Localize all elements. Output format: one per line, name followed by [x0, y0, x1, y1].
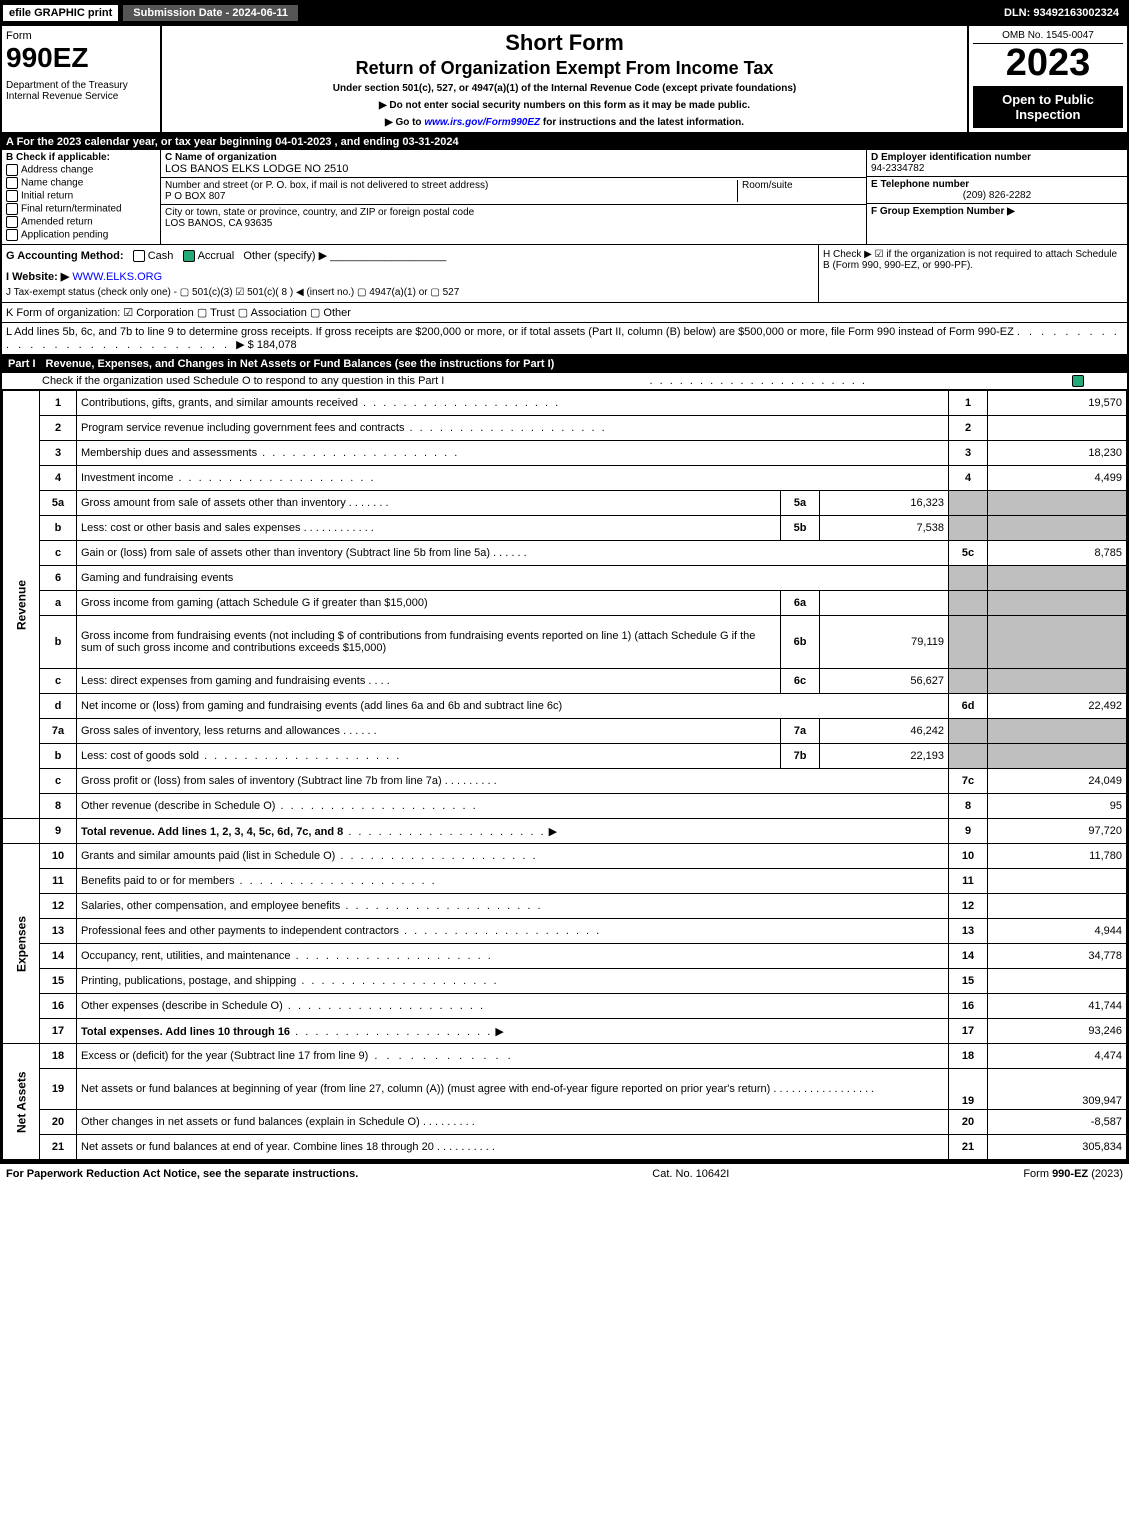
footer-right: Form 990-EZ (2023)	[1023, 1168, 1123, 1180]
ck-pending[interactable]: Application pending	[6, 229, 156, 241]
form-word: Form	[6, 30, 156, 42]
col-b: B Check if applicable: Address change Na…	[2, 150, 161, 244]
i-website: I Website: ▶ WWW.ELKS.ORG	[6, 270, 814, 283]
page-footer: For Paperwork Reduction Act Notice, see …	[0, 1162, 1129, 1184]
line-2: 2Program service revenue including gover…	[3, 416, 1127, 441]
line-5a: 5aGross amount from sale of assets other…	[3, 491, 1127, 516]
c-city: City or town, state or province, country…	[161, 205, 866, 231]
line-7a: 7aGross sales of inventory, less returns…	[3, 719, 1127, 744]
tax-year: 2023	[973, 44, 1123, 82]
line-1: Revenue 1Contributions, gifts, grants, a…	[3, 391, 1127, 416]
dept-treasury: Department of the Treasury Internal Reve…	[6, 80, 156, 102]
ck-name[interactable]: Name change	[6, 177, 156, 189]
c-name: C Name of organization LOS BANOS ELKS LO…	[161, 150, 866, 178]
net-assets-label: Net Assets	[3, 1044, 40, 1160]
form-header: Form 990EZ Department of the Treasury In…	[2, 26, 1127, 134]
j-tax-exempt: J Tax-exempt status (check only one) - ▢…	[6, 287, 814, 298]
ein-value: 94-2334782	[871, 163, 924, 174]
room-suite: Room/suite	[737, 180, 862, 202]
line-6d: dNet income or (loss) from gaming and fu…	[3, 694, 1127, 719]
lines-table: Revenue 1Contributions, gifts, grants, a…	[2, 390, 1127, 1160]
tel-value: (209) 826-2282	[871, 190, 1123, 201]
line-15: 15Printing, publications, postage, and s…	[3, 969, 1127, 994]
form-990ez: Form 990EZ Department of the Treasury In…	[0, 26, 1129, 1162]
row-gh: G Accounting Method: Cash Accrual Other …	[2, 245, 1127, 303]
top-bar: efile GRAPHIC print Submission Date - 20…	[0, 0, 1129, 26]
block-b-to-f: B Check if applicable: Address change Na…	[2, 150, 1127, 245]
under-section: Under section 501(c), 527, or 4947(a)(1)…	[170, 83, 959, 94]
line-7b: bLess: cost of goods sold7b22,193	[3, 744, 1127, 769]
org-name: LOS BANOS ELKS LODGE NO 2510	[165, 163, 348, 175]
part-1-label: Part I	[8, 358, 36, 370]
submission-date: Submission Date - 2024-06-11	[123, 5, 298, 21]
line-17: 17Total expenses. Add lines 10 through 1…	[3, 1019, 1127, 1044]
line-20: 20Other changes in net assets or fund ba…	[3, 1110, 1127, 1135]
line-11: 11Benefits paid to or for members11	[3, 869, 1127, 894]
line-13: 13Professional fees and other payments t…	[3, 919, 1127, 944]
line-5b: bLess: cost or other basis and sales exp…	[3, 516, 1127, 541]
line-8: 8Other revenue (describe in Schedule O)8…	[3, 794, 1127, 819]
line-21: 21Net assets or fund balances at end of …	[3, 1135, 1127, 1160]
footer-mid: Cat. No. 10642I	[652, 1168, 729, 1180]
col-c: C Name of organization LOS BANOS ELKS LO…	[161, 150, 866, 244]
dln: DLN: 93492163002324	[996, 5, 1127, 21]
goto-note: ▶ Go to www.irs.gov/Form990EZ for instru…	[170, 117, 959, 128]
row-a: A For the 2023 calendar year, or tax yea…	[2, 134, 1127, 150]
ck-final[interactable]: Final return/terminated	[6, 203, 156, 215]
row-l: L Add lines 5b, 6c, and 7b to line 9 to …	[2, 323, 1127, 355]
part-1-bar: Part I Revenue, Expenses, and Changes in…	[2, 355, 1127, 373]
l-amount: ▶ $ 184,078	[236, 339, 296, 351]
line-4: 4Investment income44,499	[3, 466, 1127, 491]
header-left: Form 990EZ Department of the Treasury In…	[2, 26, 162, 132]
line-6: 6Gaming and fundraising events	[3, 566, 1127, 591]
g-accounting: G Accounting Method: Cash Accrual Other …	[2, 245, 818, 302]
line-6b: bGross income from fundraising events (n…	[3, 616, 1127, 669]
footer-left: For Paperwork Reduction Act Notice, see …	[6, 1168, 358, 1180]
c-street: Number and street (or P. O. box, if mail…	[161, 178, 866, 205]
part-1-check: Check if the organization used Schedule …	[2, 373, 1127, 390]
h-schedule-b: H Check ▶ ☑ if the organization is not r…	[818, 245, 1127, 302]
website-link[interactable]: WWW.ELKS.ORG	[72, 271, 162, 283]
line-10: Expenses 10Grants and similar amounts pa…	[3, 844, 1127, 869]
ck-initial[interactable]: Initial return	[6, 190, 156, 202]
expenses-label: Expenses	[3, 844, 40, 1044]
schedule-o-checkbox[interactable]	[1072, 375, 1084, 387]
ssn-note: ▶ Do not enter social security numbers o…	[170, 100, 959, 111]
line-16: 16Other expenses (describe in Schedule O…	[3, 994, 1127, 1019]
line-18: Net Assets 18Excess or (deficit) for the…	[3, 1044, 1127, 1069]
line-6c: cLess: direct expenses from gaming and f…	[3, 669, 1127, 694]
b-label: B Check if applicable:	[6, 152, 156, 163]
line-3: 3Membership dues and assessments318,230	[3, 441, 1127, 466]
efile-print-button[interactable]: efile GRAPHIC print	[2, 4, 119, 22]
revenue-label: Revenue	[3, 391, 40, 819]
header-right: OMB No. 1545-0047 2023 Open to Public In…	[967, 26, 1127, 132]
org-street: P O BOX 807	[165, 191, 225, 202]
part-1-title: Revenue, Expenses, and Changes in Net As…	[46, 358, 555, 370]
e-tel: E Telephone number (209) 826-2282	[867, 177, 1127, 204]
open-inspection: Open to Public Inspection	[973, 86, 1123, 128]
line-14: 14Occupancy, rent, utilities, and mainte…	[3, 944, 1127, 969]
org-city: LOS BANOS, CA 93635	[165, 218, 272, 229]
line-19: 19Net assets or fund balances at beginni…	[3, 1069, 1127, 1110]
line-7c: cGross profit or (loss) from sales of in…	[3, 769, 1127, 794]
form-title: Return of Organization Exempt From Incom…	[170, 58, 959, 79]
line-5c: cGain or (loss) from sale of assets othe…	[3, 541, 1127, 566]
ck-amended[interactable]: Amended return	[6, 216, 156, 228]
short-form: Short Form	[170, 30, 959, 56]
line-9: 9Total revenue. Add lines 1, 2, 3, 4, 5c…	[3, 819, 1127, 844]
f-group: F Group Exemption Number ▶	[867, 204, 1127, 219]
col-def: D Employer identification number 94-2334…	[866, 150, 1127, 244]
row-k: K Form of organization: ☑ Corporation ▢ …	[2, 303, 1127, 323]
header-center: Short Form Return of Organization Exempt…	[162, 26, 967, 132]
line-6a: aGross income from gaming (attach Schedu…	[3, 591, 1127, 616]
form-number: 990EZ	[6, 42, 156, 74]
d-ein: D Employer identification number 94-2334…	[867, 150, 1127, 177]
irs-link[interactable]: www.irs.gov/Form990EZ	[424, 117, 540, 128]
line-12: 12Salaries, other compensation, and empl…	[3, 894, 1127, 919]
ck-address[interactable]: Address change	[6, 164, 156, 176]
